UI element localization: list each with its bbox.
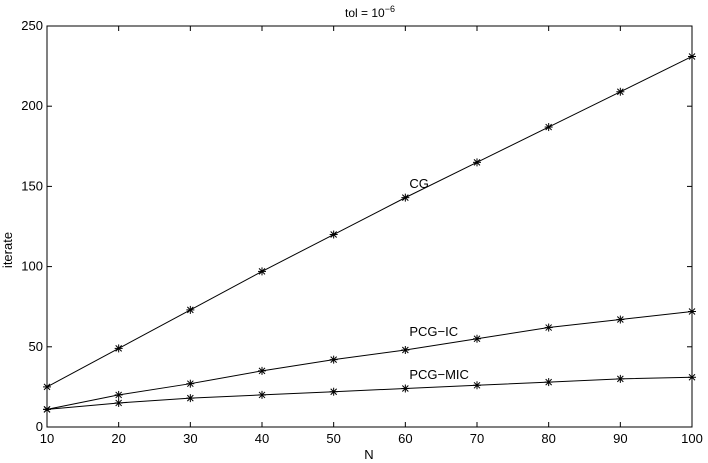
data-point xyxy=(186,394,195,403)
series-1: PCG−IC xyxy=(43,307,696,414)
y-tick-label: 250 xyxy=(21,18,43,33)
y-tick-label: 0 xyxy=(36,419,43,434)
x-tick-label: 80 xyxy=(541,431,555,446)
data-point xyxy=(114,344,123,353)
data-point xyxy=(616,87,625,96)
y-axis: 0 50 100 150 200 250 xyxy=(21,18,692,434)
x-axis-label: N xyxy=(364,447,373,462)
plot-frame xyxy=(46,25,693,428)
data-point xyxy=(114,398,123,407)
data-point xyxy=(43,382,51,391)
data-point xyxy=(114,390,123,399)
data-point xyxy=(329,230,338,239)
data-point xyxy=(544,378,553,387)
data-point xyxy=(43,405,51,414)
x-tick-label: 90 xyxy=(613,431,627,446)
data-point xyxy=(258,366,266,375)
data-point xyxy=(688,373,696,382)
data-point xyxy=(473,334,481,343)
y-tick-label: 150 xyxy=(21,178,43,193)
data-point xyxy=(186,305,195,314)
x-tick-label: 10 xyxy=(40,431,54,446)
x-tick-label: 30 xyxy=(183,431,197,446)
x-axis: 10 20 30 40 50 60 70 80 90 100 xyxy=(40,26,703,446)
x-tick-label: 50 xyxy=(326,431,340,446)
x-tick-label: 20 xyxy=(111,431,125,446)
data-point xyxy=(688,52,696,61)
series-layer: CG PCG−IC PCG−MIC xyxy=(43,52,696,414)
y-tick-label: 50 xyxy=(29,339,43,354)
data-point xyxy=(616,374,625,383)
y-tick-label: 100 xyxy=(21,259,43,274)
data-point xyxy=(258,390,266,399)
data-point xyxy=(473,381,481,390)
data-point xyxy=(329,355,338,364)
series-label: PCG−MIC xyxy=(409,367,469,382)
data-point xyxy=(544,323,553,332)
series-2: PCG−MIC xyxy=(43,367,696,414)
data-point xyxy=(329,387,338,396)
data-point xyxy=(401,193,410,202)
data-point xyxy=(186,379,195,388)
data-point xyxy=(258,267,266,276)
series-line xyxy=(46,311,693,410)
data-point xyxy=(544,123,553,132)
chart-title: tol = 10−6 xyxy=(345,4,395,20)
data-point xyxy=(473,158,481,167)
data-point xyxy=(688,307,696,316)
x-tick-label: 100 xyxy=(681,431,703,446)
x-tick-label: 40 xyxy=(255,431,269,446)
y-axis-label: iterate xyxy=(0,232,15,268)
data-point xyxy=(401,346,410,355)
series-0: CG xyxy=(43,52,696,391)
x-tick-label: 70 xyxy=(470,431,484,446)
series-line xyxy=(46,56,693,388)
series-line xyxy=(46,376,693,410)
data-point xyxy=(616,315,625,324)
x-tick-label: 60 xyxy=(398,431,412,446)
series-label: PCG−IC xyxy=(409,324,458,339)
data-point xyxy=(401,384,410,393)
series-label: CG xyxy=(409,176,429,191)
y-tick-label: 200 xyxy=(21,98,43,113)
